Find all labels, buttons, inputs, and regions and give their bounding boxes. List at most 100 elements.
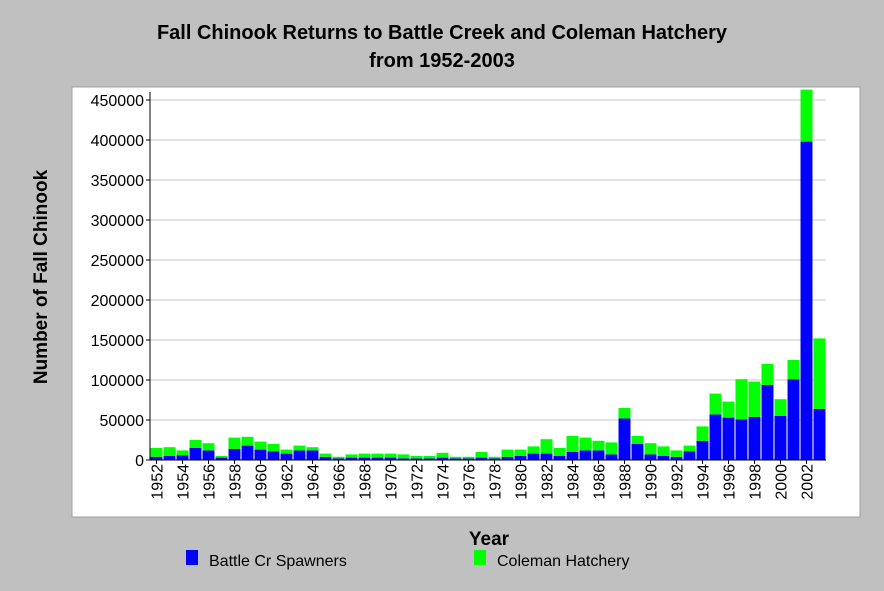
- y-tick-label: 0: [135, 453, 144, 470]
- y-tick-label: 200000: [91, 293, 144, 310]
- bar-battle-cr-spawners: [592, 450, 605, 460]
- bar-battle-cr-spawners: [436, 457, 449, 460]
- bar-coleman-hatchery: [163, 447, 176, 456]
- bar-coleman-hatchery: [488, 456, 501, 459]
- bar-coleman-hatchery: [527, 446, 540, 454]
- bar-battle-cr-spawners: [215, 457, 228, 460]
- x-tick-label: 1958: [228, 464, 245, 500]
- bar-coleman-hatchery: [228, 437, 241, 449]
- legend-swatch: [186, 550, 198, 565]
- bar-battle-cr-spawners: [397, 458, 410, 460]
- bar-battle-cr-spawners: [319, 456, 332, 460]
- bar-coleman-hatchery: [462, 456, 475, 459]
- bar-coleman-hatchery: [241, 436, 254, 446]
- bar-coleman-hatchery: [774, 399, 787, 416]
- bar-coleman-hatchery: [514, 449, 527, 456]
- bar-coleman-hatchery: [683, 445, 696, 452]
- bar-coleman-hatchery: [280, 449, 293, 454]
- chart-title: Fall Chinook Returns to Battle Creek and…: [156, 22, 728, 44]
- bar-battle-cr-spawners: [605, 454, 618, 460]
- bar-battle-cr-spawners: [410, 458, 423, 460]
- legend-label: Battle Cr Spawners: [209, 553, 347, 570]
- bar-coleman-hatchery: [345, 454, 358, 458]
- bar-coleman-hatchery: [475, 452, 488, 458]
- bar-coleman-hatchery: [189, 440, 202, 448]
- bar-battle-cr-spawners: [657, 456, 670, 460]
- bar-coleman-hatchery: [319, 453, 332, 457]
- bar-battle-cr-spawners: [683, 451, 696, 460]
- bar-battle-cr-spawners: [475, 457, 488, 460]
- bar-coleman-hatchery: [358, 453, 371, 458]
- bar-coleman-hatchery: [449, 456, 462, 459]
- bar-battle-cr-spawners: [228, 448, 241, 460]
- bar-coleman-hatchery: [410, 456, 423, 459]
- x-axis-label: Year: [469, 529, 510, 550]
- bar-coleman-hatchery: [332, 456, 345, 459]
- bar-coleman-hatchery: [605, 442, 618, 455]
- bar-battle-cr-spawners: [163, 456, 176, 460]
- y-tick-label: 300000: [91, 213, 144, 230]
- y-axis-label: Number of Fall Chinook: [31, 169, 52, 384]
- x-tick-label: 1954: [176, 464, 193, 500]
- bar-battle-cr-spawners: [423, 458, 436, 460]
- x-tick-label: 1988: [618, 464, 635, 500]
- x-tick-label: 1970: [384, 464, 401, 500]
- x-tick-label: 1964: [306, 464, 323, 500]
- x-tick-label: 1990: [644, 464, 661, 500]
- bar-coleman-hatchery: [787, 360, 800, 380]
- bar-coleman-hatchery: [293, 445, 306, 451]
- x-tick-label: 1952: [150, 464, 167, 500]
- bar-coleman-hatchery: [371, 453, 384, 458]
- y-tick-label: 350000: [91, 173, 144, 190]
- bar-battle-cr-spawners: [527, 453, 540, 460]
- x-tick-label: 1996: [722, 464, 739, 500]
- bar-battle-cr-spawners: [774, 416, 787, 460]
- x-tick-label: 1978: [488, 464, 505, 500]
- bar-battle-cr-spawners: [748, 416, 761, 460]
- x-tick-label: 1956: [202, 464, 219, 500]
- bar-battle-cr-spawners: [670, 456, 683, 460]
- bar-battle-cr-spawners: [696, 440, 709, 460]
- bar-coleman-hatchery: [306, 447, 319, 451]
- bar-battle-cr-spawners: [761, 384, 774, 460]
- bar-coleman-hatchery: [631, 436, 644, 444]
- bar-coleman-hatchery: [202, 443, 215, 451]
- bar-coleman-hatchery: [670, 450, 683, 457]
- bar-coleman-hatchery: [254, 441, 267, 450]
- bar-coleman-hatchery: [735, 379, 748, 420]
- bar-battle-cr-spawners: [709, 414, 722, 460]
- legend-swatch: [474, 550, 486, 565]
- bar-battle-cr-spawners: [722, 417, 735, 460]
- bar-battle-cr-spawners: [293, 450, 306, 460]
- bar-coleman-hatchery: [618, 408, 631, 419]
- bar-coleman-hatchery: [176, 450, 189, 456]
- chart-subtitle: from 1952-2003: [369, 50, 515, 72]
- bar-coleman-hatchery: [722, 401, 735, 418]
- bar-battle-cr-spawners: [371, 457, 384, 460]
- bar-battle-cr-spawners: [176, 455, 189, 460]
- y-tick-label: 100000: [91, 373, 144, 390]
- bar-coleman-hatchery: [592, 440, 605, 451]
- bar-coleman-hatchery: [813, 338, 826, 409]
- x-tick-label: 1986: [592, 464, 609, 500]
- bar-coleman-hatchery: [150, 448, 163, 457]
- x-tick-label: 1980: [514, 464, 531, 500]
- x-tick-label: 1974: [436, 464, 453, 500]
- x-tick-label: 1972: [410, 464, 427, 500]
- x-tick-label: 1994: [696, 464, 713, 500]
- bar-battle-cr-spawners: [735, 419, 748, 460]
- bar-battle-cr-spawners: [202, 450, 215, 460]
- x-tick-label: 1976: [462, 464, 479, 500]
- bar-battle-cr-spawners: [566, 452, 579, 460]
- x-tick-label: 1992: [670, 464, 687, 500]
- bar-coleman-hatchery: [800, 89, 813, 142]
- bar-battle-cr-spawners: [644, 454, 657, 460]
- bar-battle-cr-spawners: [306, 450, 319, 460]
- bar-coleman-hatchery: [540, 439, 553, 454]
- bar-battle-cr-spawners: [189, 448, 202, 460]
- x-tick-label: 1960: [254, 464, 271, 500]
- y-tick-label: 150000: [91, 333, 144, 350]
- bar-battle-cr-spawners: [462, 458, 475, 460]
- y-tick-label: 400000: [91, 133, 144, 150]
